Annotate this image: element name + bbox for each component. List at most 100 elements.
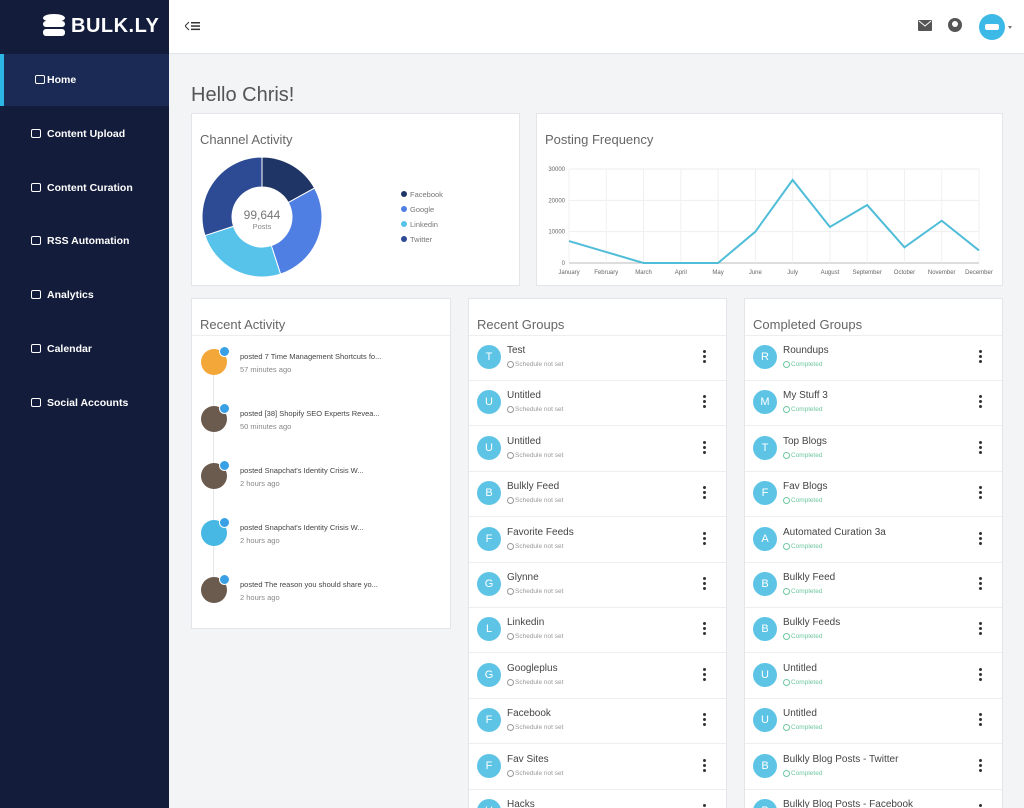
- activity-text[interactable]: posted Snapchat's Identity Crisis W...: [240, 466, 364, 475]
- kebab-menu[interactable]: [703, 622, 706, 636]
- group-name: Bulkly Feed: [783, 572, 836, 583]
- mail-icon[interactable]: [918, 20, 932, 31]
- kebab-menu[interactable]: [979, 713, 982, 727]
- group-row[interactable]: B Bulkly Feed Completed: [745, 562, 1002, 608]
- status-icon: [507, 678, 514, 686]
- menu-icon: [31, 128, 41, 138]
- group-row[interactable]: F Fav Sites Schedule not set: [469, 744, 726, 790]
- x-tick-label: October: [894, 270, 915, 276]
- kebab-menu[interactable]: [979, 622, 982, 636]
- kebab-dot: [979, 496, 982, 500]
- kebab-menu[interactable]: [703, 577, 706, 591]
- menu-icon: [35, 75, 45, 84]
- kebab-menu[interactable]: [703, 804, 706, 808]
- group-row[interactable]: F Facebook Schedule not set: [469, 698, 726, 745]
- group-row[interactable]: U Untitled Schedule not set: [469, 380, 726, 427]
- kebab-dot: [979, 395, 982, 399]
- group-row[interactable]: G Googleplus Schedule not set: [469, 653, 726, 699]
- menu-icon: [31, 397, 41, 407]
- x-tick-label: March: [635, 270, 652, 276]
- menu-item[interactable]: Analytics: [0, 269, 169, 321]
- menu-item[interactable]: RSS Automation: [0, 215, 169, 267]
- group-row[interactable]: F Fav Blogs Completed: [745, 471, 1002, 518]
- group-row[interactable]: U Untitled Completed: [745, 653, 1002, 699]
- status-icon: [783, 542, 790, 550]
- group-row[interactable]: M My Stuff 3 Completed: [745, 380, 1002, 427]
- collapse-toggle[interactable]: [185, 20, 201, 32]
- card-title: Channel Activity: [200, 132, 293, 147]
- group-status: Completed: [791, 769, 823, 777]
- kebab-menu[interactable]: [703, 395, 706, 409]
- status-icon: [783, 588, 790, 595]
- kebab-menu[interactable]: [979, 804, 982, 808]
- activity-text[interactable]: posted 7 Time Management Shortcuts fo...: [240, 352, 382, 361]
- group-row[interactable]: U Untitled Schedule not set: [469, 426, 726, 472]
- group-row[interactable]: A Automated Curation 3a Completed: [745, 517, 1002, 563]
- line-series: [568, 178, 980, 264]
- kebab-menu[interactable]: [703, 531, 706, 546]
- group-row[interactable]: R Roundups Completed: [745, 335, 1002, 381]
- kebab-menu[interactable]: [703, 713, 706, 727]
- kebab-dot: [979, 350, 982, 353]
- kebab-menu[interactable]: [979, 486, 982, 500]
- kebab-dot: [703, 486, 706, 490]
- kebab-dot: [979, 632, 982, 636]
- group-row[interactable]: B Bulkly Feed Schedule not set: [469, 471, 726, 518]
- group-avatar: B: [753, 572, 777, 596]
- kebab-menu[interactable]: [979, 667, 982, 682]
- kebab-dot: [703, 491, 706, 495]
- notification-icon[interactable]: [947, 17, 963, 33]
- kebab-dot: [979, 536, 982, 540]
- menu-icon: [31, 182, 41, 192]
- menu-item[interactable]: Content Curation: [0, 162, 169, 214]
- kebab-dot: [979, 763, 982, 767]
- group-row[interactable]: U Untitled Completed: [745, 698, 1002, 745]
- kebab-menu[interactable]: [979, 758, 982, 773]
- kebab-dot: [979, 582, 982, 585]
- menu-item[interactable]: Calendar: [0, 323, 169, 375]
- kebab-menu[interactable]: [979, 577, 982, 591]
- menu-item[interactable]: Social Accounts: [0, 377, 169, 429]
- group-avatar: B: [753, 753, 777, 778]
- group-row[interactable]: F Favorite Feeds Schedule not set: [469, 517, 726, 563]
- group-row[interactable]: L Linkedin Schedule not set: [469, 607, 726, 654]
- menu-item[interactable]: Home: [0, 54, 169, 106]
- group-name: Facebook: [507, 708, 551, 720]
- group-row[interactable]: G Glynne Schedule not set: [469, 562, 726, 608]
- activity-text[interactable]: posted Snapchat's Identity Crisis W...: [240, 523, 364, 532]
- group-name: Fav Sites: [507, 753, 549, 765]
- kebab-menu[interactable]: [979, 531, 982, 546]
- donut-segment: [270, 187, 323, 275]
- network-badge: [219, 574, 230, 585]
- kebab-menu[interactable]: [703, 486, 706, 500]
- avatar-menu[interactable]: [978, 13, 1014, 41]
- group-row[interactable]: B Bulkly Feeds Completed: [745, 607, 1002, 654]
- activity-time: 2 hours ago: [240, 479, 280, 488]
- group-avatar: U: [477, 390, 501, 415]
- group-row[interactable]: B Bulkly Blog Posts - Twitter Completed: [745, 744, 1002, 790]
- kebab-dot: [979, 531, 982, 535]
- group-row[interactable]: HHacksSchedule not set: [469, 789, 726, 808]
- group-row[interactable]: T Test Schedule not set: [469, 335, 726, 381]
- legend-swatch: [401, 236, 407, 242]
- kebab-menu[interactable]: [703, 350, 706, 364]
- group-row[interactable]: T Top Blogs Completed: [745, 426, 1002, 472]
- group-avatar: F: [753, 481, 777, 506]
- activity-text[interactable]: posted [38] Shopify SEO Experts Revea...: [240, 409, 380, 418]
- line-chart: 0 10000 20000 30000 January February March Apri…: [548, 167, 993, 276]
- kebab-menu[interactable]: [979, 440, 982, 455]
- kebab-menu[interactable]: [703, 440, 706, 455]
- group-name: Roundups: [783, 345, 829, 356]
- kebab-menu[interactable]: [703, 667, 706, 682]
- kebab-menu[interactable]: [979, 350, 982, 364]
- kebab-menu[interactable]: [703, 758, 706, 773]
- group-status: Schedule not set: [515, 361, 564, 368]
- recent-activity-card: Recent Activity posted 7 Time Management…: [191, 298, 451, 629]
- menu-item[interactable]: Content Upload: [0, 108, 169, 160]
- status-icon: [507, 588, 514, 595]
- kebab-menu[interactable]: [979, 395, 982, 409]
- activity-text[interactable]: posted The reason you should share yo...: [240, 580, 378, 589]
- kebab-dot: [979, 450, 982, 454]
